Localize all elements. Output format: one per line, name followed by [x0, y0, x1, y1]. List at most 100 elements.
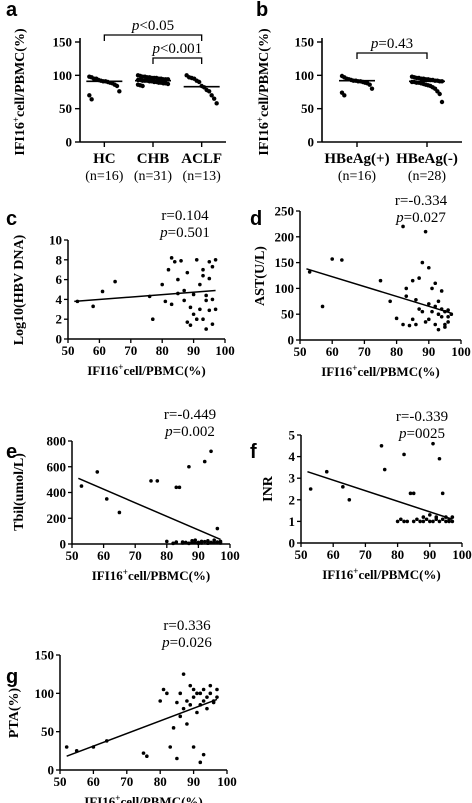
panel-b: b IFI16+cell/PBMC(%) 0 50 100 150 HBeAg(+) (n=1…: [255, 0, 462, 184]
data-point: [163, 299, 168, 304]
x-tick-label: 70: [124, 343, 137, 358]
data-point: [418, 519, 422, 524]
data-point: [444, 519, 448, 524]
data-point: [201, 267, 205, 272]
data-point: [408, 491, 413, 496]
data-point: [446, 320, 450, 324]
data-point: [64, 745, 69, 749]
data-point: [401, 322, 405, 327]
data-point: [211, 96, 217, 101]
data-point: [437, 519, 442, 524]
data-point: [439, 99, 445, 105]
data-point: [430, 286, 434, 291]
data-point: [210, 322, 215, 326]
data-point: [308, 487, 313, 491]
data-point: [180, 540, 185, 544]
x-tick-label: 80: [390, 344, 403, 359]
panel-d: dAST(U/L)IFI16+cell/PBMC(%)0501001502002…: [250, 193, 471, 379]
p-value-label: p<0.001: [151, 41, 202, 57]
data-point: [404, 286, 409, 291]
data-point: [185, 270, 190, 275]
data-point: [407, 323, 412, 328]
data-point: [436, 312, 441, 317]
p-value-label: p=0.027: [395, 210, 446, 226]
data-point: [191, 695, 196, 699]
data-point: [169, 256, 174, 260]
x-tick-label: 70: [120, 774, 133, 789]
category-label: CHB: [137, 151, 170, 167]
data-point: [369, 86, 375, 91]
data-point: [198, 307, 202, 312]
x-tick-label: 80: [156, 343, 169, 358]
data-point: [410, 278, 415, 283]
y-tick-label: 50: [301, 101, 314, 116]
x-tick-label: 60: [97, 548, 110, 563]
data-point: [367, 82, 372, 87]
y-tick-label: 0: [289, 536, 296, 551]
y-tick-label: 200: [47, 511, 67, 526]
y-tick-label: 250: [275, 204, 295, 219]
r-value-label: r=-0.334: [395, 193, 448, 209]
category-n: (n=28): [408, 169, 447, 184]
x-tick-label: 90: [422, 344, 435, 359]
data-point: [431, 441, 435, 446]
data-point: [114, 83, 120, 89]
data-point: [87, 93, 92, 98]
data-point: [405, 519, 410, 524]
data-point: [215, 540, 220, 544]
x-axis-label: IFI16+cell/PBMC(%): [322, 566, 441, 582]
data-point: [209, 449, 213, 454]
data-point: [191, 745, 196, 749]
data-point: [388, 299, 392, 304]
panel-label: b: [256, 0, 268, 21]
y-axis-label: AST(U/L): [253, 246, 268, 306]
r-value-label: r=-0.339: [396, 409, 448, 425]
data-point: [172, 259, 177, 264]
category-n: (n=31): [134, 169, 173, 184]
data-point: [340, 258, 344, 262]
data-point: [182, 298, 186, 303]
data-point: [205, 706, 209, 711]
data-point: [141, 751, 146, 755]
category-label: HC: [93, 151, 116, 167]
category-n: (n=13): [183, 169, 222, 184]
panel-label: a: [6, 0, 18, 21]
y-tick-label: 0: [60, 537, 67, 552]
y-axis-label: Log10(HBV DNA): [12, 234, 27, 345]
p-value-label: p=0.43: [370, 36, 413, 52]
data-point: [431, 519, 435, 524]
p-value-label: p=0.002: [164, 424, 215, 440]
data-point: [201, 273, 205, 278]
regression-line: [78, 477, 221, 541]
data-point: [169, 302, 174, 307]
data-point: [402, 452, 406, 457]
data-point: [423, 229, 428, 234]
x-tick-label: 50: [54, 774, 67, 789]
x-tick-label: 50: [66, 548, 79, 563]
x-tick-label: 100: [452, 547, 472, 562]
data-point: [439, 289, 444, 293]
y-tick-label: 10: [49, 233, 62, 248]
data-point: [95, 470, 100, 474]
data-point: [179, 258, 183, 263]
data-point: [420, 260, 425, 265]
data-point: [215, 695, 219, 699]
data-point: [198, 760, 203, 765]
data-point: [174, 540, 179, 544]
data-point: [175, 756, 179, 761]
data-point: [423, 320, 428, 324]
data-point: [208, 683, 213, 688]
data-point: [117, 510, 122, 515]
panel-c: c Log10(HBV DNA) IFI16+cell/PBMC(%) 0 2 4 6 8 10…: [6, 208, 235, 378]
y-tick-label: 2: [56, 312, 63, 327]
y-tick-label: 3: [289, 471, 296, 486]
data-point: [194, 317, 199, 322]
data-point: [436, 299, 441, 304]
data-point: [401, 224, 405, 229]
data-point: [196, 79, 202, 85]
data-point: [191, 292, 196, 297]
data-point: [212, 540, 216, 545]
data-point: [415, 517, 419, 522]
data-point: [198, 282, 202, 287]
data-point: [195, 710, 199, 715]
